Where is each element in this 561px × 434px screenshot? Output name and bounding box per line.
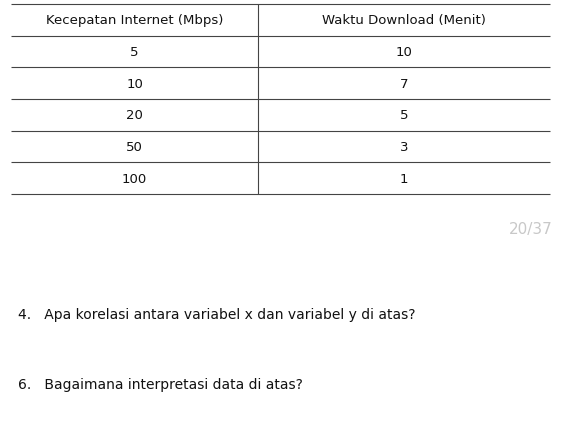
Text: 6.   Bagaimana interpretasi data di atas?: 6. Bagaimana interpretasi data di atas?	[18, 377, 303, 391]
Text: 20/37: 20/37	[509, 222, 553, 237]
Text: 1: 1	[399, 172, 408, 185]
Text: 3: 3	[399, 141, 408, 154]
Text: 100: 100	[122, 172, 148, 185]
Text: 4.   Apa korelasi antara variabel x dan variabel y di atas?: 4. Apa korelasi antara variabel x dan va…	[18, 307, 416, 321]
Text: 50: 50	[126, 141, 143, 154]
Text: 10: 10	[396, 46, 412, 59]
Text: 10: 10	[126, 78, 143, 90]
Text: Waktu Download (Menit): Waktu Download (Menit)	[322, 14, 486, 27]
Text: 20: 20	[126, 109, 143, 122]
Text: Kecepatan Internet (Mbps): Kecepatan Internet (Mbps)	[46, 14, 223, 27]
Text: 5: 5	[130, 46, 139, 59]
Text: 5: 5	[399, 109, 408, 122]
Text: 7: 7	[399, 78, 408, 90]
